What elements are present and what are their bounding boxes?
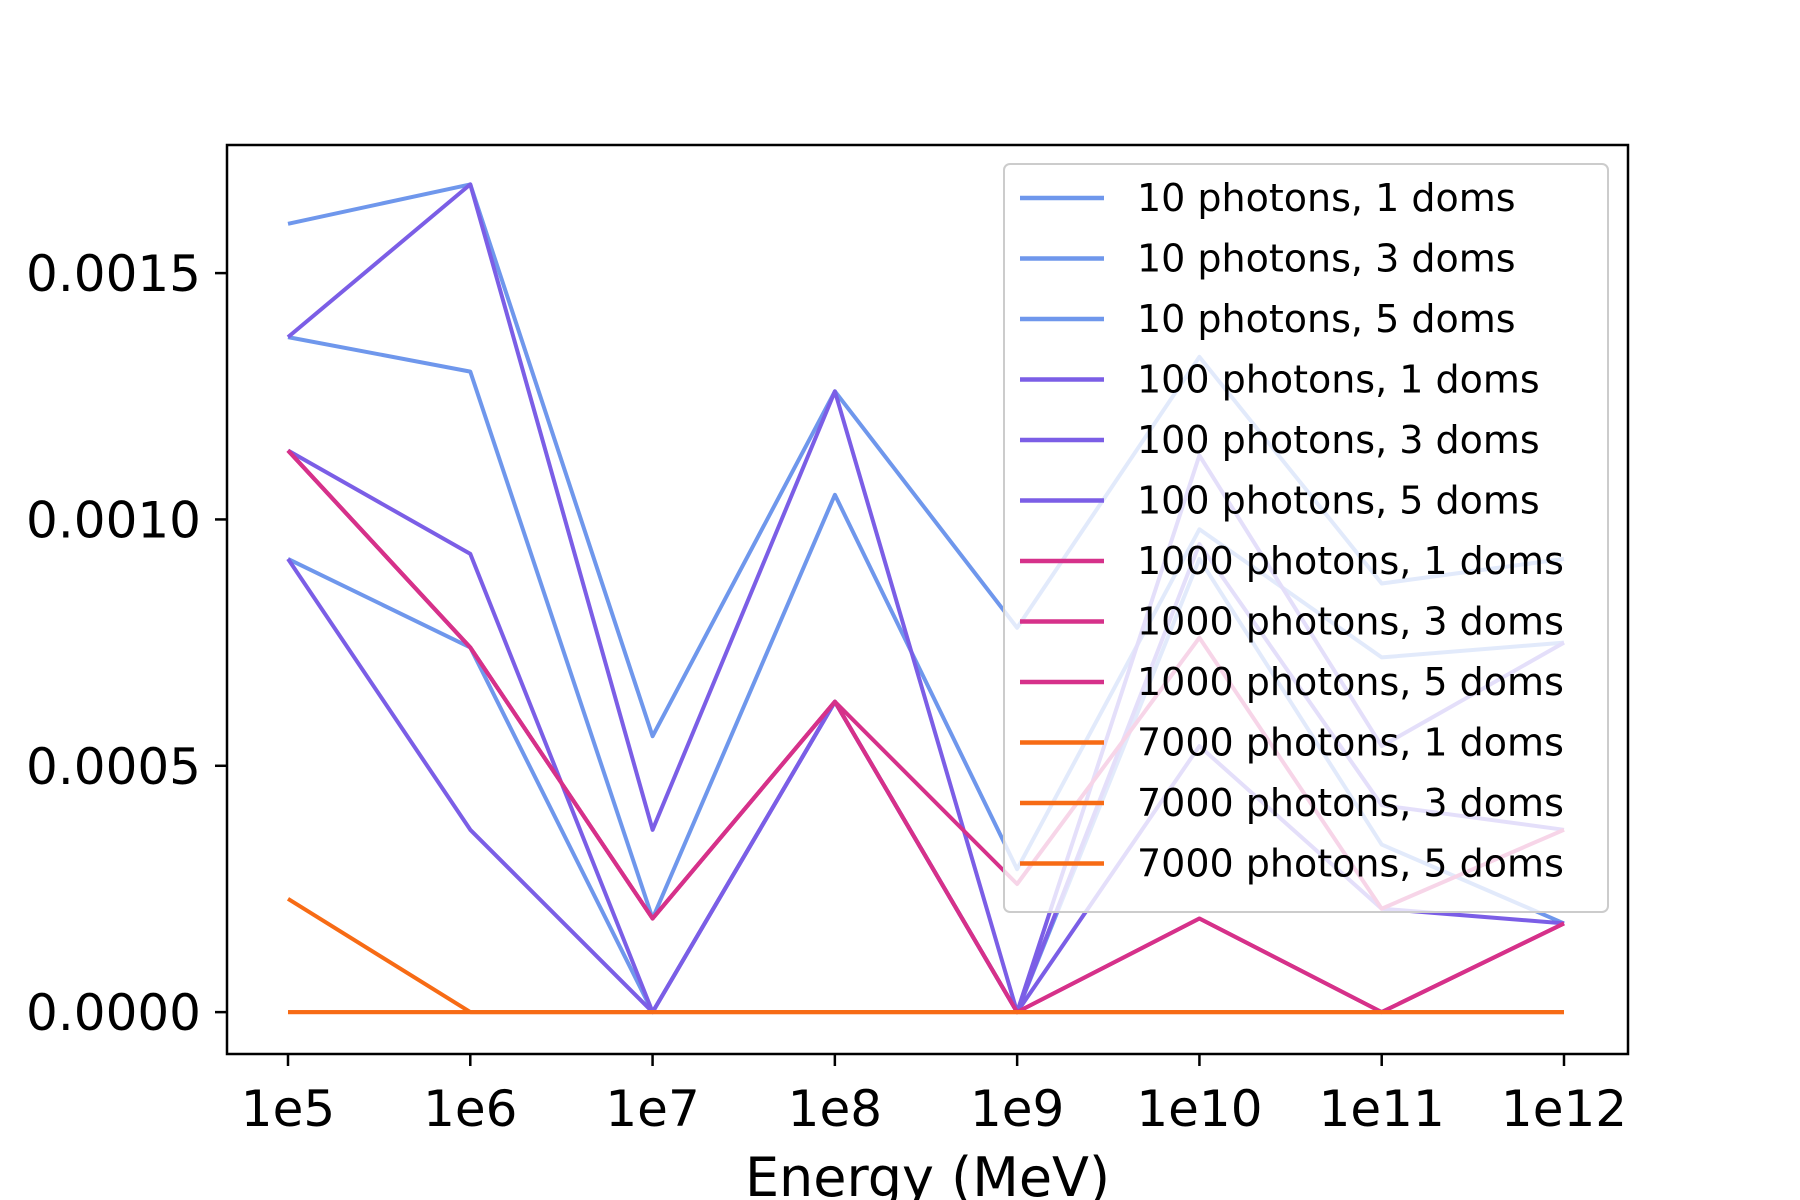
series-lines	[286, 182, 1565, 1015]
y-tick-label: 0.0015	[26, 245, 201, 303]
series-line-9	[286, 449, 1565, 1015]
legend-entry-label: 10 photons, 3 doms	[1137, 237, 1516, 281]
plot-area-frame	[225, 143, 1630, 1056]
legend-entry-label: 100 photons, 1 doms	[1137, 358, 1540, 402]
x-tick-label: 1e5	[241, 1080, 335, 1138]
x-axis: 1e5 1e6 1e7 1e8 1e9 1e10 1e11 1e12	[241, 1054, 1627, 1138]
legend-entry-label: 100 photons, 5 doms	[1137, 479, 1540, 523]
x-tick-label: 1e10	[1136, 1080, 1262, 1138]
legend: 10 photons, 1 doms 10 photons, 3 doms 10 p…	[1003, 163, 1609, 913]
y-tick-label: 0.0000	[26, 984, 201, 1042]
series-line-10	[286, 897, 1564, 1015]
x-tick-label: 1e8	[788, 1080, 882, 1138]
legend-entry-label: 1000 photons, 1 doms	[1137, 539, 1564, 583]
y-tick-label: 0.0010	[26, 491, 201, 549]
legend-entry-label: 10 photons, 5 doms	[1137, 297, 1516, 341]
legend-entry-label: 10 photons, 1 doms	[1137, 176, 1516, 220]
y-tick-label: 0.0005	[26, 738, 201, 796]
legend-entry-label: 7000 photons, 5 doms	[1137, 842, 1564, 886]
legend-entry-label: 1000 photons, 5 doms	[1137, 660, 1564, 704]
x-tick-label: 1e7	[605, 1080, 699, 1138]
legend-entry-label: 100 photons, 3 doms	[1137, 418, 1540, 462]
x-tick-label: 1e11	[1319, 1080, 1445, 1138]
x-axis-label: Energy (MeV)	[745, 1146, 1110, 1200]
legend-box	[1003, 163, 1609, 913]
x-tick-label: 1e9	[970, 1080, 1064, 1138]
legend-entry-label: 7000 photons, 3 doms	[1137, 781, 1564, 825]
x-tick-label: 1e6	[423, 1080, 517, 1138]
x-tick-label: 1e12	[1501, 1080, 1627, 1138]
legend-entry-label: 7000 photons, 1 doms	[1137, 721, 1564, 765]
y-axis: 0.0000 0.0005 0.0010 0.0015	[26, 245, 227, 1042]
legend-entry-label: 1000 photons, 3 doms	[1137, 600, 1564, 644]
